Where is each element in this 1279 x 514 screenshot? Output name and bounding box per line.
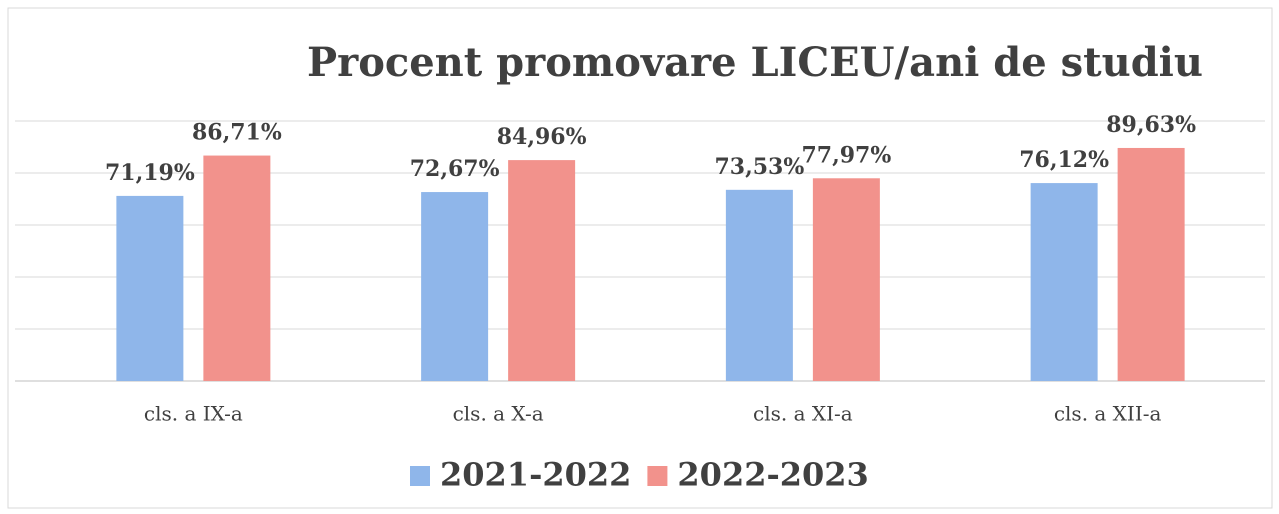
bar bbox=[1117, 147, 1185, 381]
bar bbox=[508, 160, 576, 381]
value-label: 76,12% bbox=[1019, 147, 1109, 173]
legend-label: 2021-2022 bbox=[440, 456, 631, 494]
bar bbox=[725, 189, 793, 381]
x-tick-label: cls. a IX-a bbox=[144, 402, 243, 426]
bar bbox=[203, 155, 271, 381]
chart-title: Procent promovare LICEU/ani de studiu bbox=[307, 39, 1203, 86]
value-label: 77,97% bbox=[801, 142, 891, 168]
value-label: 86,71% bbox=[192, 120, 282, 146]
bar bbox=[421, 192, 489, 381]
value-label: 89,63% bbox=[1106, 112, 1196, 138]
value-label: 73,53% bbox=[714, 154, 804, 180]
legend-label: 2022-2023 bbox=[677, 456, 868, 494]
bar bbox=[1030, 183, 1098, 381]
value-label: 84,96% bbox=[497, 124, 587, 150]
x-tick-label: cls. a X-a bbox=[453, 402, 544, 426]
value-label: 71,19% bbox=[105, 160, 195, 186]
bar bbox=[812, 178, 880, 381]
legend-swatch bbox=[410, 466, 430, 486]
x-tick-label: cls. a XII-a bbox=[1054, 402, 1162, 426]
legend-swatch bbox=[647, 466, 668, 486]
value-label: 72,67% bbox=[410, 156, 500, 182]
bar bbox=[116, 195, 184, 381]
x-tick-label: cls. a XI-a bbox=[753, 402, 853, 426]
